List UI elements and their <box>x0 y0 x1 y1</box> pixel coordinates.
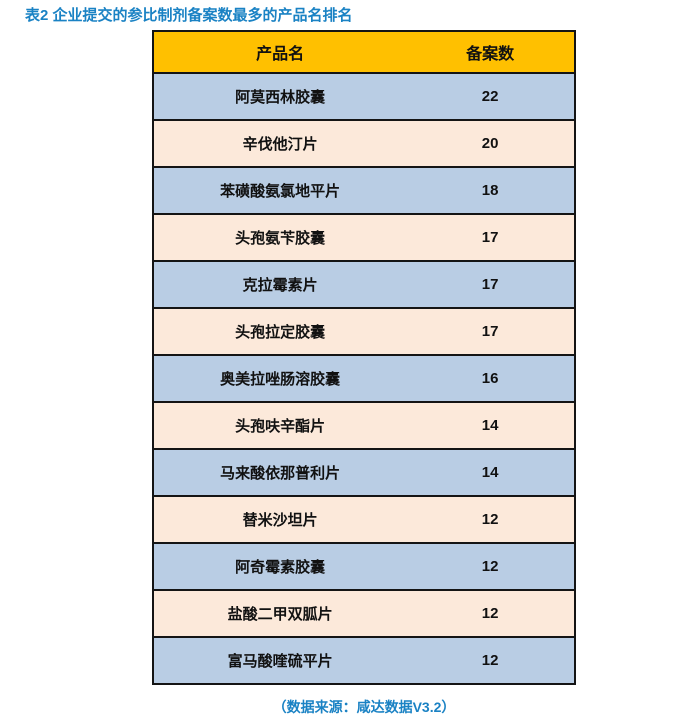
product-name-cell: 头孢氨苄胶囊 <box>153 213 407 262</box>
filing-count-cell: 17 <box>406 213 575 262</box>
product-name-cell: 富马酸喹硫平片 <box>153 636 407 685</box>
product-name-cell: 阿奇霉素胶囊 <box>153 542 407 591</box>
data-source-note: （数据来源：咸达数据V3.2） <box>272 699 456 715</box>
col-header-filing-count: 备案数 <box>406 30 575 74</box>
table-row: 富马酸喹硫平片 12 <box>153 636 575 685</box>
page-title: 表2 企业提交的参比制剂备案数最多的产品名排名 <box>25 7 353 24</box>
product-name-cell: 奥美拉唑肠溶胶囊 <box>153 354 407 403</box>
product-name-cell: 阿莫西林胶囊 <box>153 72 407 121</box>
table-row: 马来酸依那普利片 14 <box>153 448 575 497</box>
product-name-cell: 克拉霉素片 <box>153 260 407 309</box>
filing-count-cell: 20 <box>406 119 575 168</box>
filing-count-cell: 22 <box>406 72 575 121</box>
product-name-cell: 替米沙坦片 <box>153 495 407 544</box>
data-table-container: 产品名 备案数 阿莫西林胶囊 22 辛伐他汀片 20 苯磺酸氨氯地平片 18 头… <box>152 30 576 685</box>
col-header-product-name: 产品名 <box>153 30 407 74</box>
table-header-row: 产品名 备案数 <box>153 30 575 74</box>
table-body: 阿莫西林胶囊 22 辛伐他汀片 20 苯磺酸氨氯地平片 18 头孢氨苄胶囊 17… <box>153 72 575 685</box>
filing-count-cell: 14 <box>406 401 575 450</box>
product-name-cell: 苯磺酸氨氯地平片 <box>153 166 407 215</box>
filing-count-cell: 12 <box>406 636 575 685</box>
table-row: 头孢呋辛酯片 14 <box>153 401 575 450</box>
product-name-cell: 辛伐他汀片 <box>153 119 407 168</box>
table-row: 辛伐他汀片 20 <box>153 119 575 168</box>
filing-count-cell: 18 <box>406 166 575 215</box>
table-row: 头孢拉定胶囊 17 <box>153 307 575 356</box>
table-row: 替米沙坦片 12 <box>153 495 575 544</box>
filing-count-cell: 12 <box>406 495 575 544</box>
table-row: 头孢氨苄胶囊 17 <box>153 213 575 262</box>
table-row: 阿奇霉素胶囊 12 <box>153 542 575 591</box>
filing-count-cell: 17 <box>406 307 575 356</box>
filing-count-cell: 14 <box>406 448 575 497</box>
filing-count-cell: 16 <box>406 354 575 403</box>
product-name-cell: 头孢呋辛酯片 <box>153 401 407 450</box>
product-name-cell: 头孢拉定胶囊 <box>153 307 407 356</box>
filing-count-cell: 17 <box>406 260 575 309</box>
product-name-cell: 马来酸依那普利片 <box>153 448 407 497</box>
table-row: 奥美拉唑肠溶胶囊 16 <box>153 354 575 403</box>
table-row: 克拉霉素片 17 <box>153 260 575 309</box>
product-name-cell: 盐酸二甲双胍片 <box>153 589 407 638</box>
table-row: 苯磺酸氨氯地平片 18 <box>153 166 575 215</box>
filing-count-table: 产品名 备案数 阿莫西林胶囊 22 辛伐他汀片 20 苯磺酸氨氯地平片 18 头… <box>152 30 576 685</box>
table-row: 盐酸二甲双胍片 12 <box>153 589 575 638</box>
filing-count-cell: 12 <box>406 589 575 638</box>
filing-count-cell: 12 <box>406 542 575 591</box>
table-row: 阿莫西林胶囊 22 <box>153 72 575 121</box>
